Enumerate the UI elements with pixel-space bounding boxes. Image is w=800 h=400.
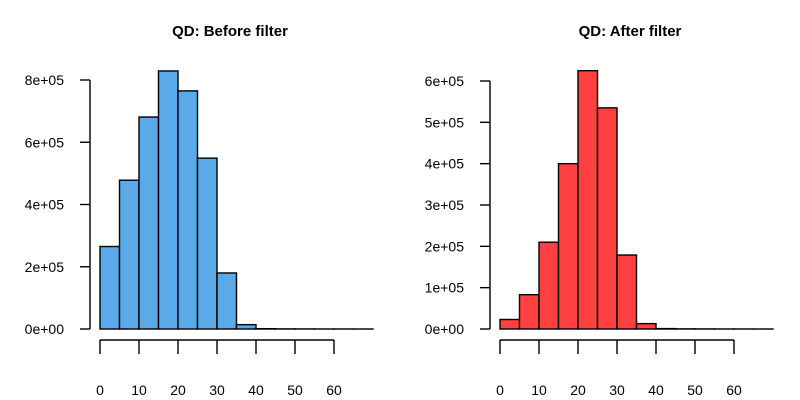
histogram-bar-after — [577, 69, 599, 330]
x-tick-label-after: 60 — [726, 382, 742, 398]
y-tick-label-after: 1e+05 — [425, 280, 465, 296]
x-tick-label-before: 30 — [209, 382, 225, 398]
x-tick-label-after: 40 — [648, 382, 664, 398]
histogram-bar-after — [635, 322, 657, 330]
chart-title-after: QD: After filter — [579, 23, 682, 40]
y-tick-label-after: 5e+05 — [425, 114, 465, 130]
histogram-bar-after — [557, 162, 579, 330]
histogram-bar-after — [616, 254, 638, 330]
y-tick-label-after: 3e+05 — [425, 197, 465, 213]
histogram-bar-before — [99, 245, 121, 330]
y-tick-label-after: 0e+00 — [425, 321, 465, 337]
y-tick-label-after: 6e+05 — [425, 73, 465, 89]
x-tick-label-before: 40 — [248, 382, 264, 398]
x-tick-label-after: 50 — [687, 382, 703, 398]
histogram-bar-before — [157, 70, 179, 330]
y-tick-label-before: 0e+00 — [25, 321, 65, 337]
x-tick-label-after: 10 — [531, 382, 547, 398]
histogram-bar-before — [177, 90, 199, 330]
y-tick-label-after: 2e+05 — [425, 238, 465, 254]
y-tick-label-after: 4e+05 — [425, 156, 465, 172]
panel-before-filter: QD: Before filter 0e+00 2e+05 4e+05 6e+05 8e… — [25, 23, 374, 398]
histogram-bar-after — [596, 107, 618, 330]
histogram-bar-after — [518, 293, 540, 330]
y-tick-label-before: 2e+05 — [25, 259, 65, 275]
histogram-bar-before — [235, 323, 257, 330]
x-tick-label-before: 60 — [326, 382, 342, 398]
x-tick-label-before: 50 — [287, 382, 303, 398]
histogram-bar-before — [118, 179, 140, 330]
y-tick-label-before: 8e+05 — [25, 72, 65, 88]
x-tick-label-after: 0 — [496, 382, 504, 398]
x-tick-label-after: 20 — [570, 382, 586, 398]
panel-after-filter: QD: After filter 0e+00 1e+05 2e+05 3e+05 4e+… — [425, 23, 774, 398]
x-tick-label-after: 30 — [609, 382, 625, 398]
histogram-bar-before — [216, 272, 238, 330]
y-tick-label-before: 6e+05 — [25, 134, 65, 150]
histogram-bar-after — [499, 318, 521, 330]
x-tick-label-before: 0 — [96, 382, 104, 398]
x-tick-label-before: 10 — [131, 382, 147, 398]
chart-title-before: QD: Before filter — [172, 23, 288, 40]
histogram-bar-after — [538, 241, 560, 330]
histogram-bar-before — [138, 116, 160, 330]
x-tick-label-before: 20 — [170, 382, 186, 398]
histogram-bar-before — [196, 157, 218, 330]
y-tick-label-before: 4e+05 — [25, 197, 65, 213]
